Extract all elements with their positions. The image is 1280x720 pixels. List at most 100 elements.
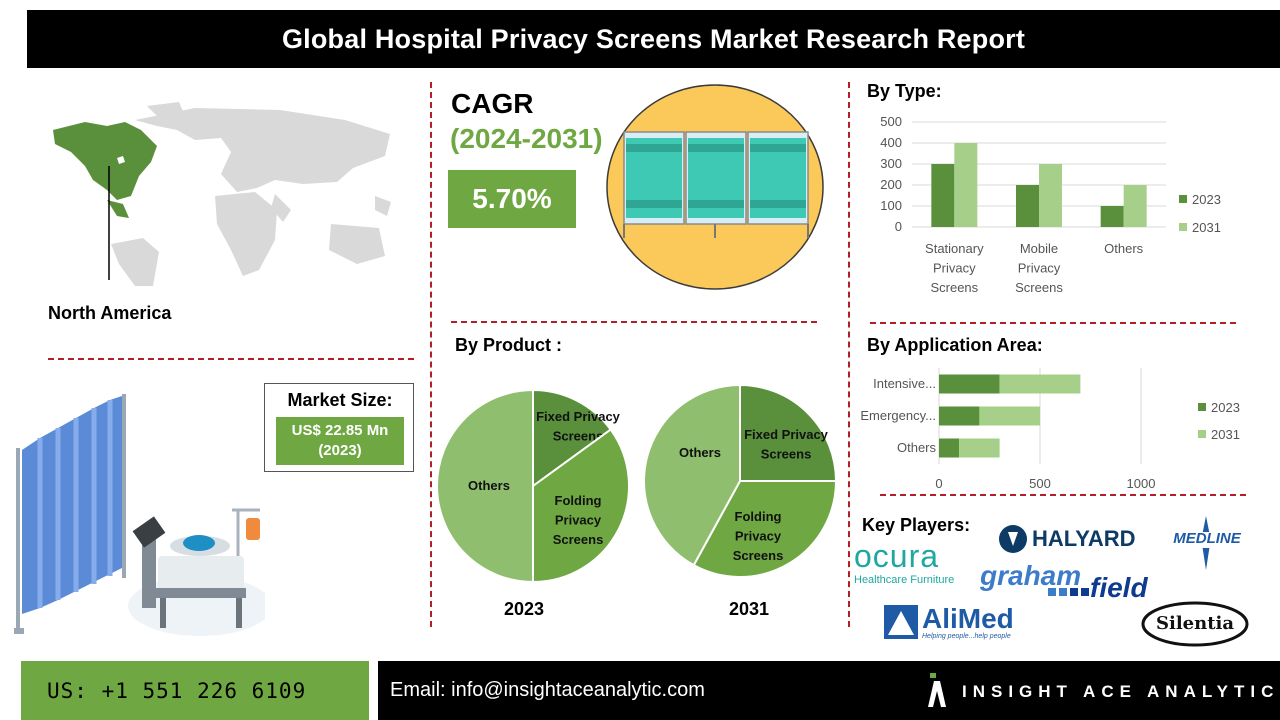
bar-2023-0: [939, 374, 1000, 394]
insight-ace-logo-icon: [928, 673, 946, 707]
bar-2023-1: [939, 406, 980, 426]
phone-number[interactable]: US: +1 551 226 6109: [47, 678, 307, 703]
pie-title: 2031: [729, 599, 769, 619]
bar-2023-1: [1016, 185, 1039, 227]
legend-label-2031: 2031: [1192, 220, 1221, 235]
world-map: [53, 102, 391, 286]
cagr-label: CAGR: [451, 88, 534, 119]
y-tick-label: 100: [880, 198, 902, 213]
key-players-label: Key Players:: [862, 515, 971, 535]
pie-slice-label: Folding: [555, 493, 602, 508]
bar-2031-0: [999, 374, 1081, 394]
by-application-label: By Application Area:: [867, 335, 1043, 355]
pie-slice-1: [532, 428, 630, 584]
halyard-mark-icon: [999, 525, 1027, 553]
market-size-amount: US$ 22.85 Mn: [291, 422, 389, 439]
logo-halyard: HALYARD: [998, 522, 1143, 556]
x-tick-label: 0: [935, 476, 942, 491]
bar-2031-1: [979, 406, 1040, 426]
pie-slice-label: Privacy: [555, 513, 602, 528]
x-category-label: Screens: [930, 280, 978, 295]
pie-slice-label: Screens: [761, 447, 812, 462]
pie-slice-0: [532, 388, 613, 488]
silentia-oval-icon: [1141, 601, 1249, 647]
divider-left: [430, 82, 432, 627]
x-category-label: Screens: [1015, 280, 1063, 295]
legend-swatch-2031: [1179, 223, 1187, 231]
bar-2031-2: [959, 438, 1000, 458]
market-size-label: Market Size:: [287, 390, 393, 410]
by-type-chart: 0 100 200 300 400 500 Stationary Privacy Screens…: [880, 114, 1221, 295]
x-category-label: Privacy: [1018, 261, 1061, 276]
alimed-mark-icon: [884, 605, 918, 639]
pie-slice-label: Screens: [733, 548, 784, 563]
y-tick-label: 500: [880, 114, 902, 129]
title-bar: Global Hospital Privacy Screens Market R…: [27, 10, 1280, 68]
pie-slice-label: Screens: [553, 429, 604, 444]
pie-slice-1: [692, 480, 838, 578]
pie-slice-label: Folding: [735, 509, 782, 524]
by-type-label: By Type:: [867, 81, 942, 101]
bar-2031-1: [1039, 164, 1062, 227]
product-pie-2031: Fixed Privacy Screens Folding Privacy Screen…: [643, 383, 838, 619]
legend-swatch-2031: [1198, 430, 1206, 438]
legend-label-2031: 2031: [1211, 427, 1240, 442]
email-link[interactable]: Email: info@insightaceanalytic.com: [390, 679, 705, 701]
footer-contact: Email: info@insightaceanalytic.com INSIG…: [378, 661, 1280, 720]
pie-slice-2: [643, 383, 741, 567]
x-category-label: Privacy: [933, 261, 976, 276]
legend-swatch-2023: [1198, 403, 1206, 411]
pie-slice-label: Others: [679, 445, 721, 460]
legend-label-2023: 2023: [1192, 192, 1221, 207]
y-tick-label: 0: [895, 219, 902, 234]
hospital-bed-illustration: [14, 394, 265, 636]
pie-slice-label: Fixed Privacy: [744, 427, 829, 442]
x-category-label: Stationary: [925, 241, 984, 256]
bar-2031-2: [1123, 185, 1147, 227]
bar-2023-0: [931, 164, 955, 227]
x-tick-label: 1000: [1127, 476, 1156, 491]
x-category-label: Mobile: [1020, 241, 1058, 256]
market-size-value: US$ 22.85 Mn (2023): [276, 417, 404, 465]
logo-ocura: ocura Healthcare Furniture: [854, 538, 955, 586]
brand-name: INSIGHT ACE ANALYTIC: [962, 682, 1280, 701]
bar-2031-0: [954, 143, 978, 227]
pie-slice-label: Privacy: [735, 529, 782, 544]
footer-phone: US: +1 551 226 6109: [21, 661, 369, 720]
y-category-label: Others: [897, 440, 937, 455]
logo-silentia: Silentia: [1140, 600, 1250, 648]
logo-alimed: AliMed Helping people...help people: [884, 603, 1019, 643]
x-tick-label: 500: [1029, 476, 1051, 491]
divider-application: [880, 494, 1246, 496]
market-size-box: Market Size: US$ 22.85 Mn (2023): [264, 383, 414, 472]
by-application-chart: 0 500 1000 Intensive... Emergency... Others 20…: [860, 368, 1240, 491]
graham-field-squares-icon: [1048, 588, 1089, 596]
cagr-value: 5.70%: [448, 170, 576, 228]
cagr-period: (2024-2031): [450, 123, 603, 154]
pie-slice-label: Fixed Privacy: [536, 409, 621, 424]
market-size-year: (2023): [318, 442, 362, 459]
pie-slice-label: Others: [468, 478, 510, 493]
y-tick-label: 200: [880, 177, 902, 192]
pie-slice-0: [739, 383, 838, 482]
privacy-screen-illustration: [606, 84, 824, 290]
region-label: North America: [48, 303, 172, 323]
y-category-label: Emergency...: [860, 408, 936, 423]
pie-title: 2023: [504, 599, 544, 619]
pie-slice-label: Screens: [553, 532, 604, 547]
divider-right: [848, 82, 850, 627]
y-tick-label: 300: [880, 156, 902, 171]
divider-type: [870, 322, 1236, 324]
bar-2023-2: [939, 438, 960, 458]
legend-label-2023: 2023: [1211, 400, 1240, 415]
product-pie-2023: Fixed Privacy Screens Folding Privacy Screen…: [436, 388, 630, 619]
pie-slice-2: [436, 388, 534, 584]
by-product-label: By Product :: [455, 335, 563, 355]
divider-region: [48, 358, 414, 360]
medline-star-icon: [1168, 516, 1244, 570]
page-title: Global Hospital Privacy Screens Market R…: [281, 23, 1026, 54]
logo-medline: MEDLINE: [1166, 514, 1246, 574]
legend-swatch-2023: [1179, 195, 1187, 203]
y-category-label: Intensive...: [873, 376, 936, 391]
bar-2023-2: [1100, 206, 1124, 227]
